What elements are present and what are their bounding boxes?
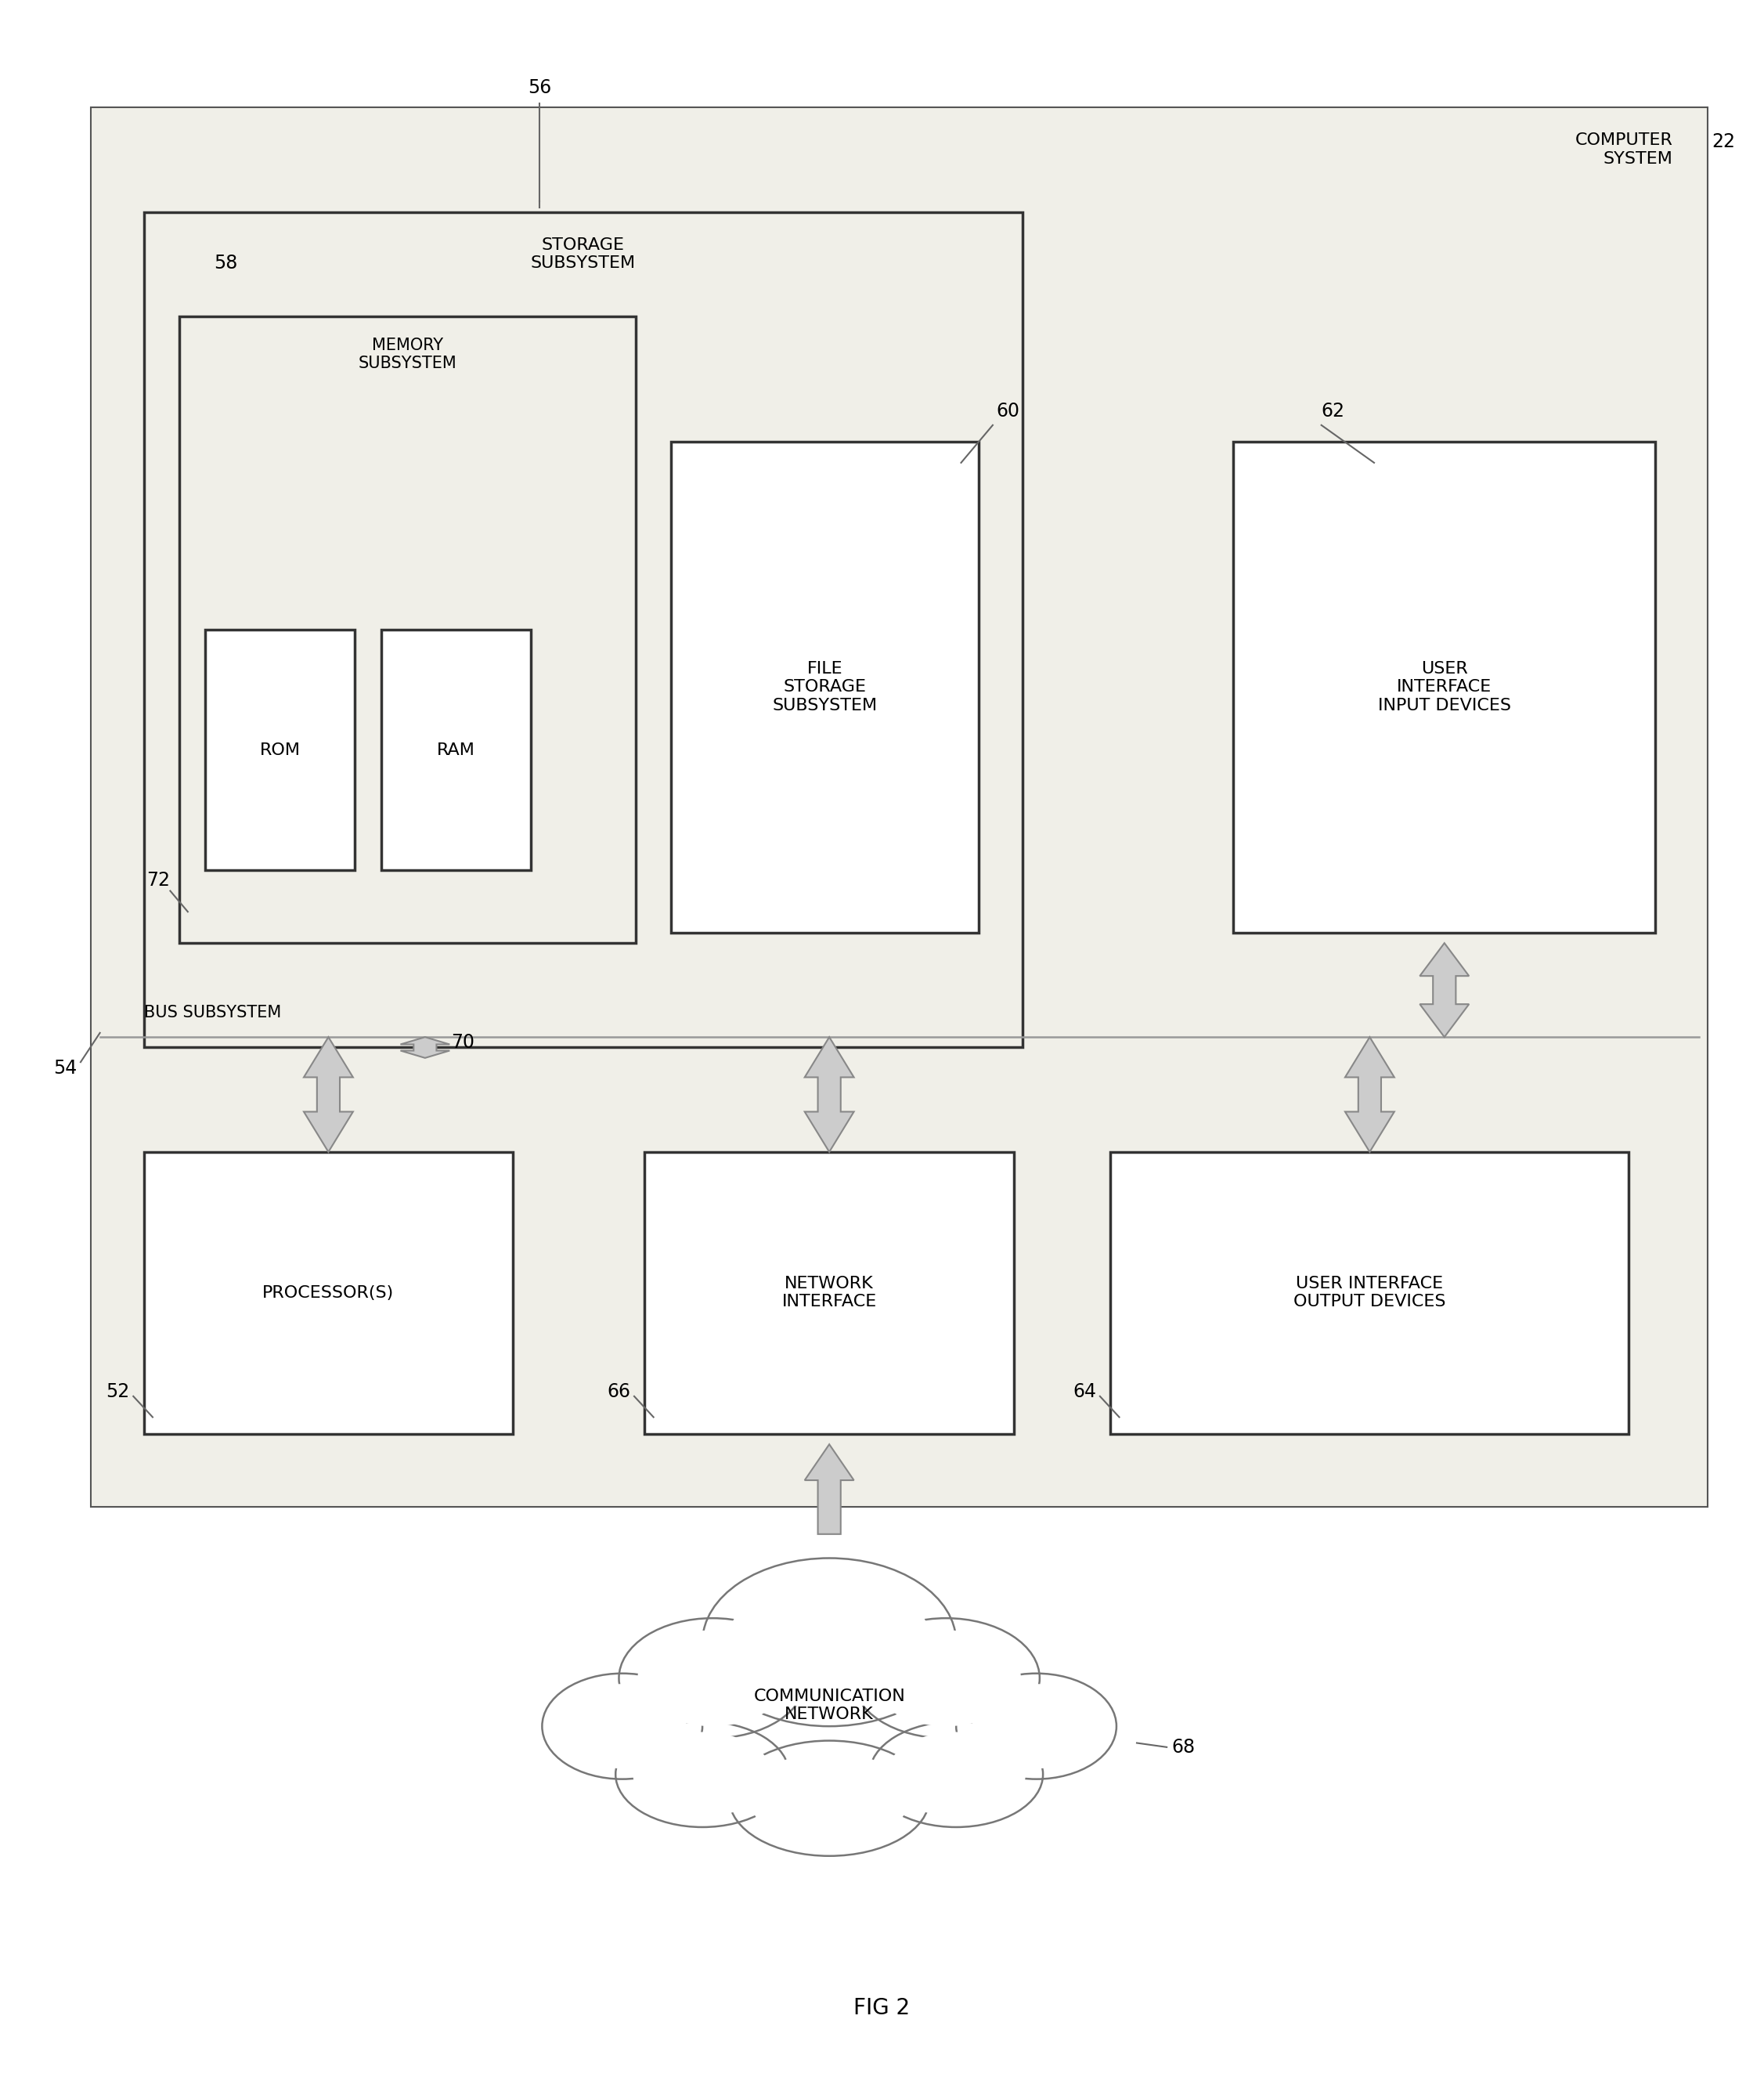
- Ellipse shape: [871, 1630, 1021, 1726]
- Polygon shape: [1420, 943, 1469, 1037]
- Ellipse shape: [616, 1722, 789, 1827]
- Ellipse shape: [972, 1684, 1101, 1768]
- FancyBboxPatch shape: [381, 631, 531, 869]
- Text: BUS SUBSYSTEM: BUS SUBSYSTEM: [145, 1006, 280, 1020]
- Text: STORAGE
SUBSYSTEM: STORAGE SUBSYSTEM: [531, 237, 635, 270]
- FancyBboxPatch shape: [145, 212, 1023, 1048]
- Text: ROM: ROM: [259, 742, 300, 758]
- Polygon shape: [400, 1037, 450, 1058]
- Text: 62: 62: [1321, 402, 1344, 421]
- FancyBboxPatch shape: [92, 107, 1708, 1506]
- Text: COMPUTER
SYSTEM: COMPUTER SYSTEM: [1575, 132, 1672, 168]
- Ellipse shape: [702, 1559, 956, 1726]
- Text: 22: 22: [1711, 132, 1736, 151]
- Text: NETWORK
INTERFACE: NETWORK INTERFACE: [781, 1276, 877, 1309]
- FancyBboxPatch shape: [1233, 442, 1655, 932]
- Text: FILE
STORAGE
SUBSYSTEM: FILE STORAGE SUBSYSTEM: [773, 662, 877, 712]
- FancyBboxPatch shape: [644, 1152, 1014, 1433]
- Polygon shape: [1346, 1037, 1394, 1152]
- Ellipse shape: [557, 1684, 686, 1768]
- FancyBboxPatch shape: [205, 631, 355, 869]
- Text: 64: 64: [1073, 1383, 1097, 1402]
- Ellipse shape: [633, 1733, 773, 1816]
- Text: 68: 68: [1171, 1737, 1196, 1756]
- Text: FIG 2: FIG 2: [854, 1997, 910, 2020]
- Text: 72: 72: [146, 872, 169, 890]
- Polygon shape: [303, 1037, 353, 1152]
- Polygon shape: [804, 1443, 854, 1534]
- FancyBboxPatch shape: [145, 1152, 513, 1433]
- FancyBboxPatch shape: [178, 316, 637, 943]
- Ellipse shape: [729, 1575, 931, 1710]
- Ellipse shape: [956, 1674, 1117, 1779]
- Text: 70: 70: [452, 1033, 475, 1052]
- FancyBboxPatch shape: [670, 442, 979, 932]
- Ellipse shape: [887, 1733, 1025, 1816]
- Text: 66: 66: [607, 1383, 632, 1402]
- Ellipse shape: [542, 1674, 702, 1779]
- Polygon shape: [804, 1037, 854, 1152]
- Ellipse shape: [619, 1617, 806, 1739]
- Ellipse shape: [637, 1630, 787, 1726]
- Text: USER INTERFACE
OUTPUT DEVICES: USER INTERFACE OUTPUT DEVICES: [1293, 1276, 1446, 1309]
- Text: RAM: RAM: [437, 742, 475, 758]
- Text: 56: 56: [527, 78, 550, 96]
- Ellipse shape: [729, 1741, 930, 1856]
- Text: USER
INTERFACE
INPUT DEVICES: USER INTERFACE INPUT DEVICES: [1378, 662, 1512, 712]
- Ellipse shape: [750, 1751, 910, 1844]
- Text: MEMORY
SUBSYSTEM: MEMORY SUBSYSTEM: [358, 337, 457, 371]
- Text: 52: 52: [106, 1383, 131, 1402]
- Ellipse shape: [852, 1617, 1039, 1739]
- Text: PROCESSOR(S): PROCESSOR(S): [263, 1284, 395, 1301]
- Ellipse shape: [870, 1722, 1043, 1827]
- Text: 58: 58: [213, 253, 238, 272]
- Text: COMMUNICATION
NETWORK: COMMUNICATION NETWORK: [753, 1689, 905, 1722]
- Text: 60: 60: [997, 402, 1020, 421]
- Text: 54: 54: [53, 1058, 78, 1077]
- FancyBboxPatch shape: [1111, 1152, 1628, 1433]
